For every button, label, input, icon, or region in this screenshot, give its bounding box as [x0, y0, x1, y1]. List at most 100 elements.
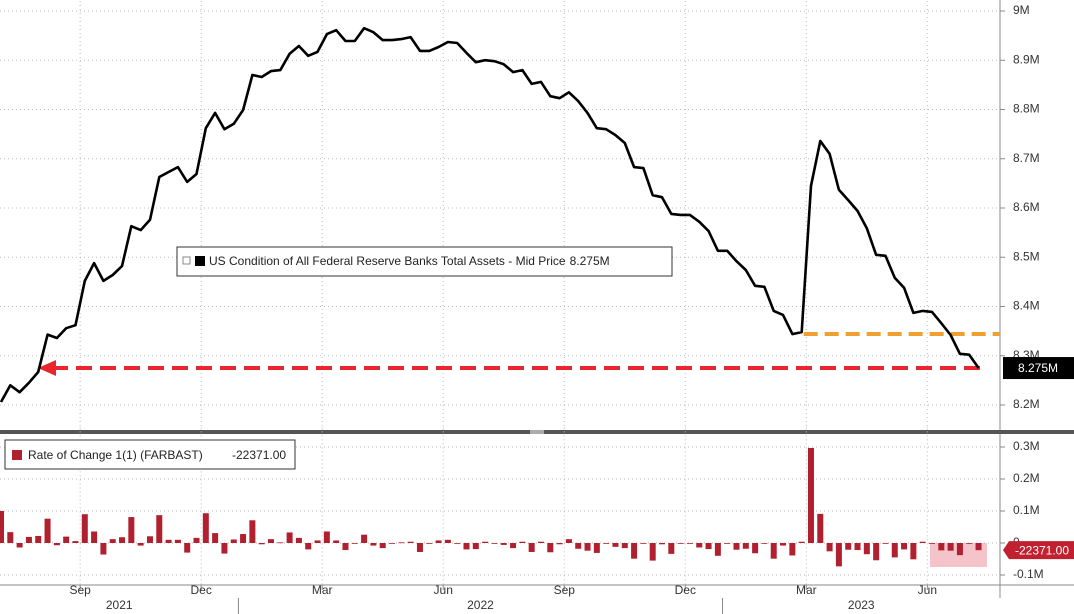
year-label: 2021 — [106, 598, 133, 612]
bar — [929, 543, 935, 544]
bar — [761, 543, 768, 544]
bar — [854, 543, 861, 551]
bar — [258, 543, 265, 545]
x-tick-label: Dec — [675, 583, 696, 597]
bar — [817, 513, 824, 543]
bar — [435, 540, 442, 543]
bar — [63, 536, 70, 543]
bar — [696, 543, 703, 548]
legend-value: -22371.00 — [232, 448, 286, 462]
bar — [938, 543, 945, 551]
bar — [230, 539, 237, 543]
bar — [426, 543, 433, 544]
bar — [780, 543, 787, 546]
legend-text: Rate of Change 1(1) (FARBAST) — [28, 448, 203, 462]
bar — [947, 543, 954, 551]
bar — [351, 543, 358, 544]
bar — [16, 543, 23, 548]
bar — [510, 543, 517, 549]
bar — [137, 543, 144, 546]
bar — [472, 543, 479, 550]
y-tick-label: 0.1M — [1013, 503, 1040, 517]
arrow-head — [38, 360, 56, 377]
bar — [323, 531, 330, 543]
legend-icon — [182, 256, 191, 265]
bar — [556, 543, 563, 545]
bar — [789, 543, 796, 556]
bar — [174, 539, 181, 543]
bar — [305, 543, 312, 550]
bar — [724, 543, 731, 544]
y-tick-label: 8.2M — [1013, 397, 1040, 411]
x-tick-label: Jun — [434, 583, 453, 597]
bar — [286, 532, 293, 543]
x-tick-label: Mar — [796, 583, 817, 597]
bar — [119, 537, 126, 543]
bar — [975, 543, 982, 551]
bar — [240, 534, 247, 543]
y-tick-label: -0.1M — [1013, 567, 1044, 581]
bar — [714, 543, 721, 556]
bar — [770, 543, 777, 559]
bar — [81, 514, 88, 543]
bar — [919, 541, 926, 543]
bar — [379, 543, 386, 549]
bar — [454, 543, 461, 544]
bar — [156, 515, 163, 543]
bar — [184, 543, 191, 553]
last-value-badge — [1003, 357, 1074, 380]
legend-box — [4, 439, 296, 470]
y-tick-label: 0.2M — [1013, 471, 1040, 485]
bar — [845, 543, 852, 550]
bar — [835, 543, 842, 567]
y-tick-label: 8.6M — [1013, 200, 1040, 214]
bar — [621, 543, 628, 549]
bar — [53, 543, 60, 546]
bar — [370, 543, 377, 546]
bar — [0, 511, 4, 543]
bar — [807, 447, 814, 543]
bar — [612, 543, 619, 547]
bar — [267, 539, 274, 543]
legend-text: US Condition of All Federal Reserve Bank… — [209, 254, 610, 268]
bar — [686, 543, 693, 544]
bar — [547, 543, 554, 553]
bar — [752, 543, 759, 554]
bar — [677, 543, 684, 544]
x-tick-label: Sep — [69, 583, 91, 597]
last-value-label: 8.275M — [1018, 361, 1058, 375]
bar — [519, 541, 526, 543]
bar — [407, 541, 414, 543]
bar — [221, 543, 228, 554]
bar — [640, 543, 647, 544]
x-tick-label: Jun — [918, 583, 937, 597]
bar — [584, 543, 591, 551]
bar — [668, 543, 675, 554]
bar — [733, 543, 740, 550]
bar — [659, 543, 666, 545]
bar — [863, 543, 870, 555]
bar — [575, 543, 582, 549]
legend-value: 8.275M — [570, 254, 610, 268]
bar — [25, 536, 32, 543]
bar — [826, 543, 833, 552]
bar — [491, 543, 498, 544]
y-tick-label: 9M — [1013, 3, 1030, 17]
bar — [212, 533, 219, 543]
bar — [873, 543, 880, 561]
last-value-label: -22371.00 — [1015, 543, 1069, 557]
bar — [416, 543, 423, 552]
legend-swatch — [12, 450, 22, 460]
data-line — [0, 26, 980, 403]
y-tick-label: 8.4M — [1013, 299, 1040, 313]
bar — [202, 513, 209, 543]
bar — [910, 543, 917, 560]
bar — [7, 532, 14, 543]
bar — [35, 535, 42, 543]
bar — [537, 541, 544, 543]
bar — [109, 539, 116, 543]
year-label: 2023 — [848, 598, 875, 612]
legend-name: US Condition of All Federal Reserve Bank… — [209, 254, 566, 268]
bar — [705, 543, 712, 550]
